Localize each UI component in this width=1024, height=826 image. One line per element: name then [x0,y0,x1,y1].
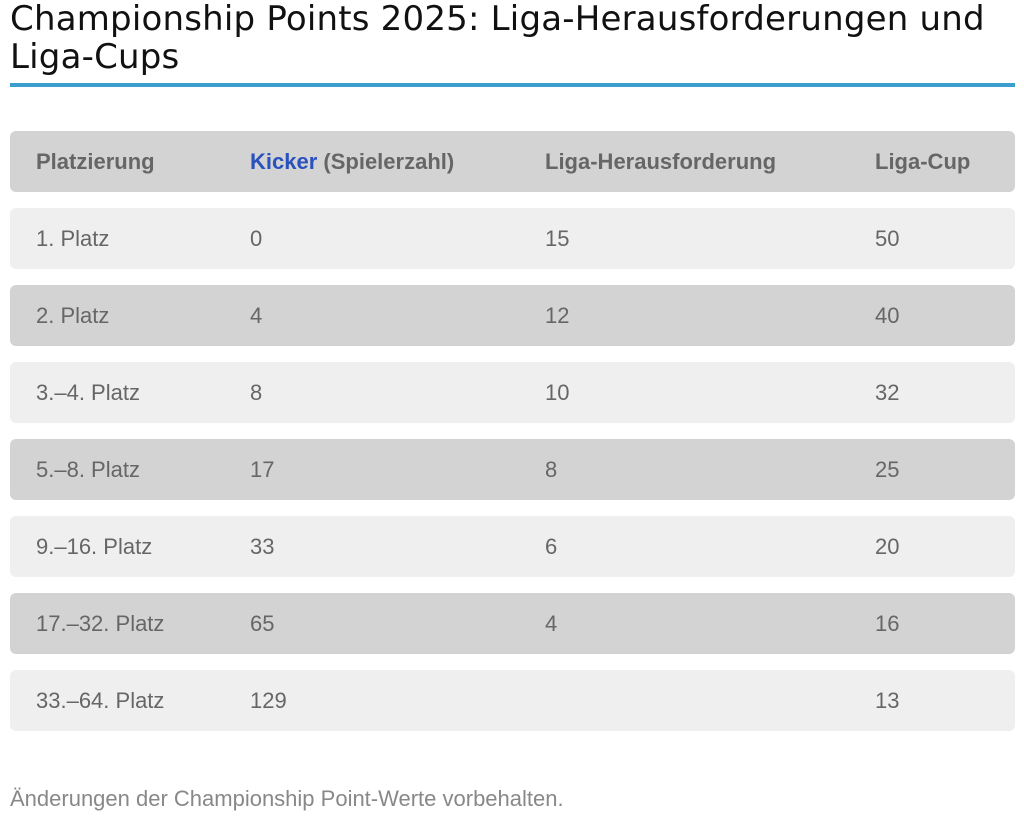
cell-cup: 50 [875,226,900,251]
table-row: 3.–4. Platz 8 10 32 [10,362,1015,423]
page-title: Championship Points 2025: Liga-Herausfor… [10,0,985,77]
cell-challenge: 8 [545,457,558,482]
cell-placement: 9.–16. Platz [36,534,153,559]
cell-kicker: 65 [250,611,275,636]
table-row: 17.–32. Platz 65 4 16 [10,593,1015,654]
table-row: 5.–8. Platz 17 8 25 [10,439,1015,500]
header-kicker: Kicker (Spielerzahl) [250,131,454,192]
cell-kicker: 17 [250,457,275,482]
cell-placement: 2. Platz [36,303,110,328]
cell-challenge: 6 [545,534,558,559]
cell-challenge: 10 [545,380,570,405]
cell-kicker: 0 [250,226,263,251]
cell-placement: 5.–8. Platz [36,457,140,482]
cell-cup: 25 [875,457,900,482]
points-table: Platzierung Kicker (Spielerzahl) Liga-He… [10,131,1015,747]
cell-cup: 20 [875,534,900,559]
cell-challenge: 15 [545,226,570,251]
cell-cup: 13 [875,688,900,713]
cell-cup: 16 [875,611,900,636]
header-placement: Platzierung [36,149,155,174]
kicker-link[interactable]: Kicker [250,149,318,174]
header-kicker-suffix: (Spielerzahl) [317,149,455,174]
table-row: 9.–16. Platz 33 6 20 [10,516,1015,577]
cell-placement: 17.–32. Platz [36,611,165,636]
cell-placement: 33.–64. Platz [36,688,165,713]
cell-cup: 32 [875,380,900,405]
cell-kicker: 8 [250,380,263,405]
cell-kicker: 4 [250,303,263,328]
cell-challenge: 12 [545,303,570,328]
header-cup: Liga-Cup [875,149,971,174]
cell-placement: 1. Platz [36,226,110,251]
footnote: Änderungen der Championship Point-Werte … [10,786,564,811]
cell-cup: 40 [875,303,900,328]
title-underline [10,83,1015,87]
cell-kicker: 129 [250,688,287,713]
table-row: 1. Platz 0 15 50 [10,208,1015,269]
table-row: 2. Platz 4 12 40 [10,285,1015,346]
header-challenge: Liga-Herausforderung [545,149,777,174]
cell-challenge: 4 [545,611,558,636]
cell-placement: 3.–4. Platz [36,380,140,405]
table-header-row: Platzierung Kicker (Spielerzahl) Liga-He… [10,131,1015,192]
table-row: 33.–64. Platz 129 13 [10,670,1015,731]
cell-kicker: 33 [250,534,275,559]
